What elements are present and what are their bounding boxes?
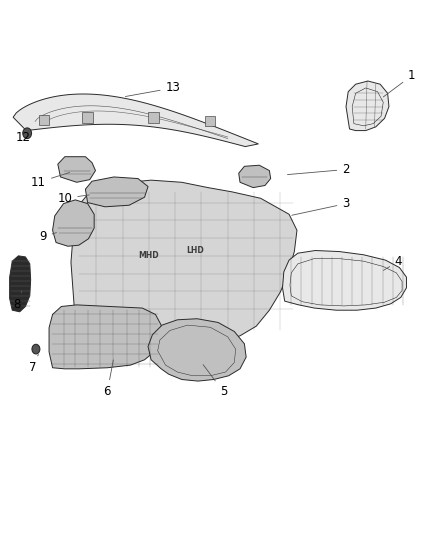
Circle shape (23, 128, 32, 139)
Polygon shape (82, 112, 93, 123)
Text: 12: 12 (15, 131, 30, 144)
Text: MHD: MHD (138, 252, 159, 260)
Polygon shape (85, 177, 148, 207)
Text: 10: 10 (57, 192, 89, 205)
Polygon shape (58, 157, 95, 182)
Text: 2: 2 (287, 163, 350, 176)
Polygon shape (71, 180, 297, 344)
Polygon shape (148, 112, 159, 123)
Polygon shape (39, 115, 49, 125)
Text: 1: 1 (383, 69, 416, 97)
Polygon shape (239, 165, 271, 188)
Text: 6: 6 (103, 360, 113, 398)
Polygon shape (346, 81, 389, 131)
Text: 3: 3 (292, 197, 350, 215)
Circle shape (32, 344, 40, 354)
Text: 4: 4 (383, 255, 403, 270)
Polygon shape (53, 200, 94, 246)
Text: 8: 8 (13, 290, 22, 311)
Polygon shape (205, 116, 215, 126)
Polygon shape (13, 94, 258, 147)
Text: 7: 7 (29, 354, 39, 374)
Text: 5: 5 (203, 365, 227, 398)
Polygon shape (283, 251, 406, 310)
Text: 11: 11 (31, 173, 70, 189)
Text: 9: 9 (39, 230, 57, 243)
Polygon shape (148, 319, 246, 381)
Polygon shape (10, 256, 31, 312)
Text: LHD: LHD (186, 246, 204, 255)
Text: 13: 13 (125, 82, 180, 96)
Polygon shape (49, 305, 161, 369)
